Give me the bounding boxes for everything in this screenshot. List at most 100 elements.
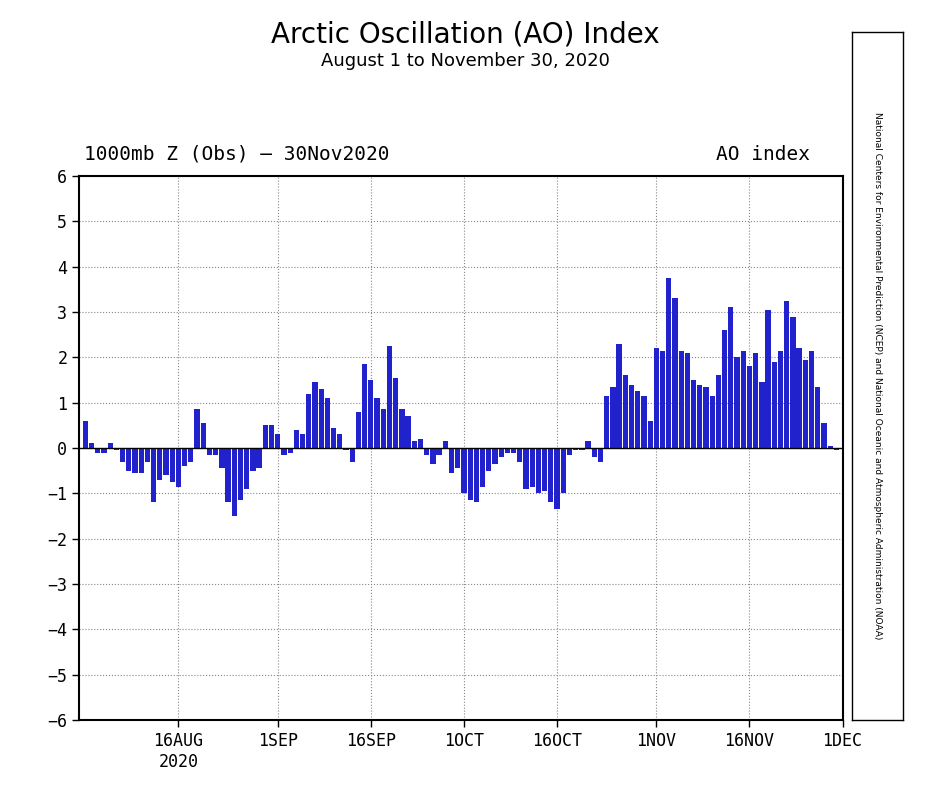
Bar — [232, 448, 236, 516]
Text: National Centers for Environmental Prediction (NCEP) and National Oceanic and At: National Centers for Environmental Predi… — [873, 112, 882, 640]
Bar — [188, 448, 194, 462]
Bar — [200, 423, 206, 448]
Bar — [518, 448, 522, 462]
Bar — [573, 448, 578, 450]
Bar — [784, 301, 789, 448]
Bar — [294, 430, 299, 448]
Bar — [679, 350, 683, 448]
Bar — [114, 448, 119, 450]
Bar — [195, 410, 199, 448]
Bar — [555, 448, 560, 509]
Bar — [449, 448, 454, 473]
Bar — [560, 448, 566, 494]
Bar — [816, 387, 820, 448]
Text: AO index: AO index — [716, 145, 810, 164]
Bar — [406, 416, 411, 448]
Bar — [250, 448, 255, 470]
Bar — [505, 448, 510, 453]
Bar — [542, 448, 547, 491]
Bar — [325, 398, 331, 448]
Bar — [151, 448, 156, 502]
Bar — [778, 350, 783, 448]
Bar — [344, 448, 348, 450]
Bar — [828, 446, 833, 448]
Bar — [425, 448, 429, 454]
Bar — [269, 426, 275, 448]
Bar — [263, 426, 268, 448]
Bar — [611, 387, 615, 448]
Bar — [350, 448, 355, 462]
Bar — [480, 448, 485, 486]
Bar — [716, 375, 722, 448]
Bar — [356, 412, 361, 448]
Bar — [586, 442, 591, 448]
Bar — [722, 330, 727, 448]
Bar — [654, 348, 659, 448]
Bar — [704, 387, 708, 448]
Bar — [306, 394, 311, 448]
Bar — [709, 396, 715, 448]
Bar — [672, 298, 678, 448]
Bar — [256, 448, 262, 468]
Bar — [753, 353, 759, 448]
Bar — [207, 448, 212, 454]
Bar — [567, 448, 572, 454]
Bar — [374, 398, 380, 448]
Bar — [276, 434, 280, 448]
Bar — [685, 353, 690, 448]
Bar — [318, 389, 324, 448]
Bar — [548, 448, 553, 502]
Bar — [176, 448, 181, 486]
Bar — [83, 421, 88, 448]
Bar — [412, 442, 417, 448]
Bar — [288, 448, 292, 453]
Bar — [834, 448, 839, 450]
Bar — [462, 448, 466, 494]
Bar — [337, 434, 343, 448]
Bar — [492, 448, 497, 464]
Bar — [281, 448, 287, 454]
Bar — [641, 396, 646, 448]
Bar — [387, 346, 392, 448]
Bar — [418, 439, 423, 448]
Bar — [809, 350, 814, 448]
Bar — [728, 307, 734, 448]
Bar — [474, 448, 479, 502]
Bar — [169, 448, 175, 482]
Bar — [604, 396, 610, 448]
Bar — [220, 448, 224, 468]
Bar — [499, 448, 504, 457]
Bar — [536, 448, 541, 494]
Bar — [89, 443, 94, 448]
Bar — [511, 448, 516, 453]
Bar — [101, 448, 106, 453]
Bar — [369, 380, 373, 448]
Bar — [821, 423, 827, 448]
Text: Arctic Oscillation (AO) Index: Arctic Oscillation (AO) Index — [271, 20, 660, 48]
Bar — [635, 391, 641, 448]
Bar — [523, 448, 529, 489]
Bar — [362, 364, 367, 448]
Bar — [579, 448, 585, 450]
Bar — [225, 448, 231, 502]
Text: August 1 to November 30, 2020: August 1 to November 30, 2020 — [321, 52, 610, 70]
Bar — [393, 378, 398, 448]
Bar — [120, 448, 125, 462]
Bar — [213, 448, 218, 454]
Bar — [486, 448, 492, 470]
Bar — [735, 358, 740, 448]
Bar — [132, 448, 138, 473]
Bar — [182, 448, 187, 466]
Bar — [623, 375, 627, 448]
Bar — [592, 448, 597, 457]
Bar — [399, 410, 404, 448]
Bar — [313, 382, 317, 448]
Bar — [139, 448, 143, 473]
Bar — [667, 278, 671, 448]
Bar — [381, 410, 385, 448]
Bar — [157, 448, 162, 480]
Bar — [772, 362, 776, 448]
Bar — [598, 448, 603, 462]
Bar — [331, 427, 336, 448]
Bar — [660, 350, 665, 448]
